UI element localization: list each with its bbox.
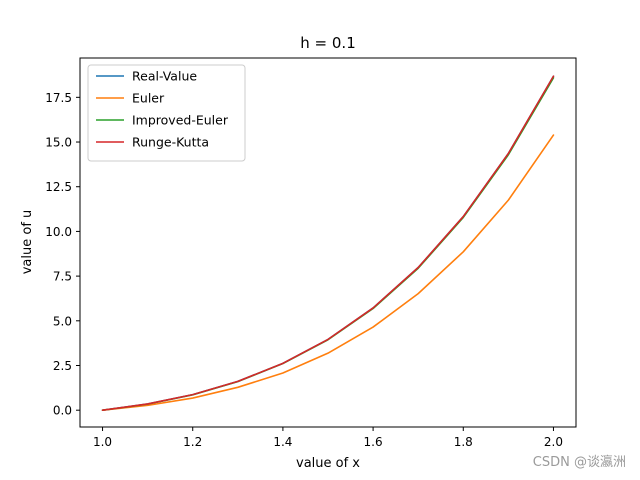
x-tick-label: 1.2 <box>183 435 202 449</box>
x-tick-label: 1.0 <box>93 435 112 449</box>
y-tick-label: 12.5 <box>45 180 72 194</box>
x-tick-label: 1.8 <box>454 435 473 449</box>
legend-label: Euler <box>132 91 165 106</box>
chart-title: h = 0.1 <box>300 34 355 52</box>
y-tick-label: 15.0 <box>45 136 72 150</box>
axes-frame <box>79 57 577 428</box>
x-axis: 1.0 1.2 1.4 1.6 1.8 2.0 <box>93 427 563 449</box>
plot-area <box>101 75 555 411</box>
series-line-runge-kutta <box>101 75 555 411</box>
legend-label: Improved-Euler <box>132 113 229 128</box>
y-tick-label: 17.5 <box>45 91 72 105</box>
x-tick-label: 1.4 <box>273 435 292 449</box>
x-tick-label: 2.0 <box>544 435 563 449</box>
series-line-euler <box>101 134 555 411</box>
legend-label: Runge-Kutta <box>132 135 209 150</box>
y-axis-title: value of u <box>20 210 35 275</box>
watermark-text: CSDN @谈瀛洲 <box>532 455 626 470</box>
y-tick-label: 10.0 <box>45 225 72 239</box>
legend: Real-Value Euler Improved-Euler Runge-Kutta <box>87 64 246 162</box>
y-tick-label: 7.5 <box>53 270 72 284</box>
y-tick-label: 2.5 <box>53 359 72 373</box>
x-axis-title: value of x <box>296 456 360 471</box>
y-axis: 0.0 2.5 5.0 7.5 10.0 12.5 15.0 17.5 <box>45 91 80 418</box>
y-tick-label: 5.0 <box>53 314 72 328</box>
x-tick-label: 1.6 <box>364 435 383 449</box>
y-tick-label: 0.0 <box>53 404 72 418</box>
legend-label: Real-Value <box>132 69 197 84</box>
legend-box <box>87 64 246 162</box>
